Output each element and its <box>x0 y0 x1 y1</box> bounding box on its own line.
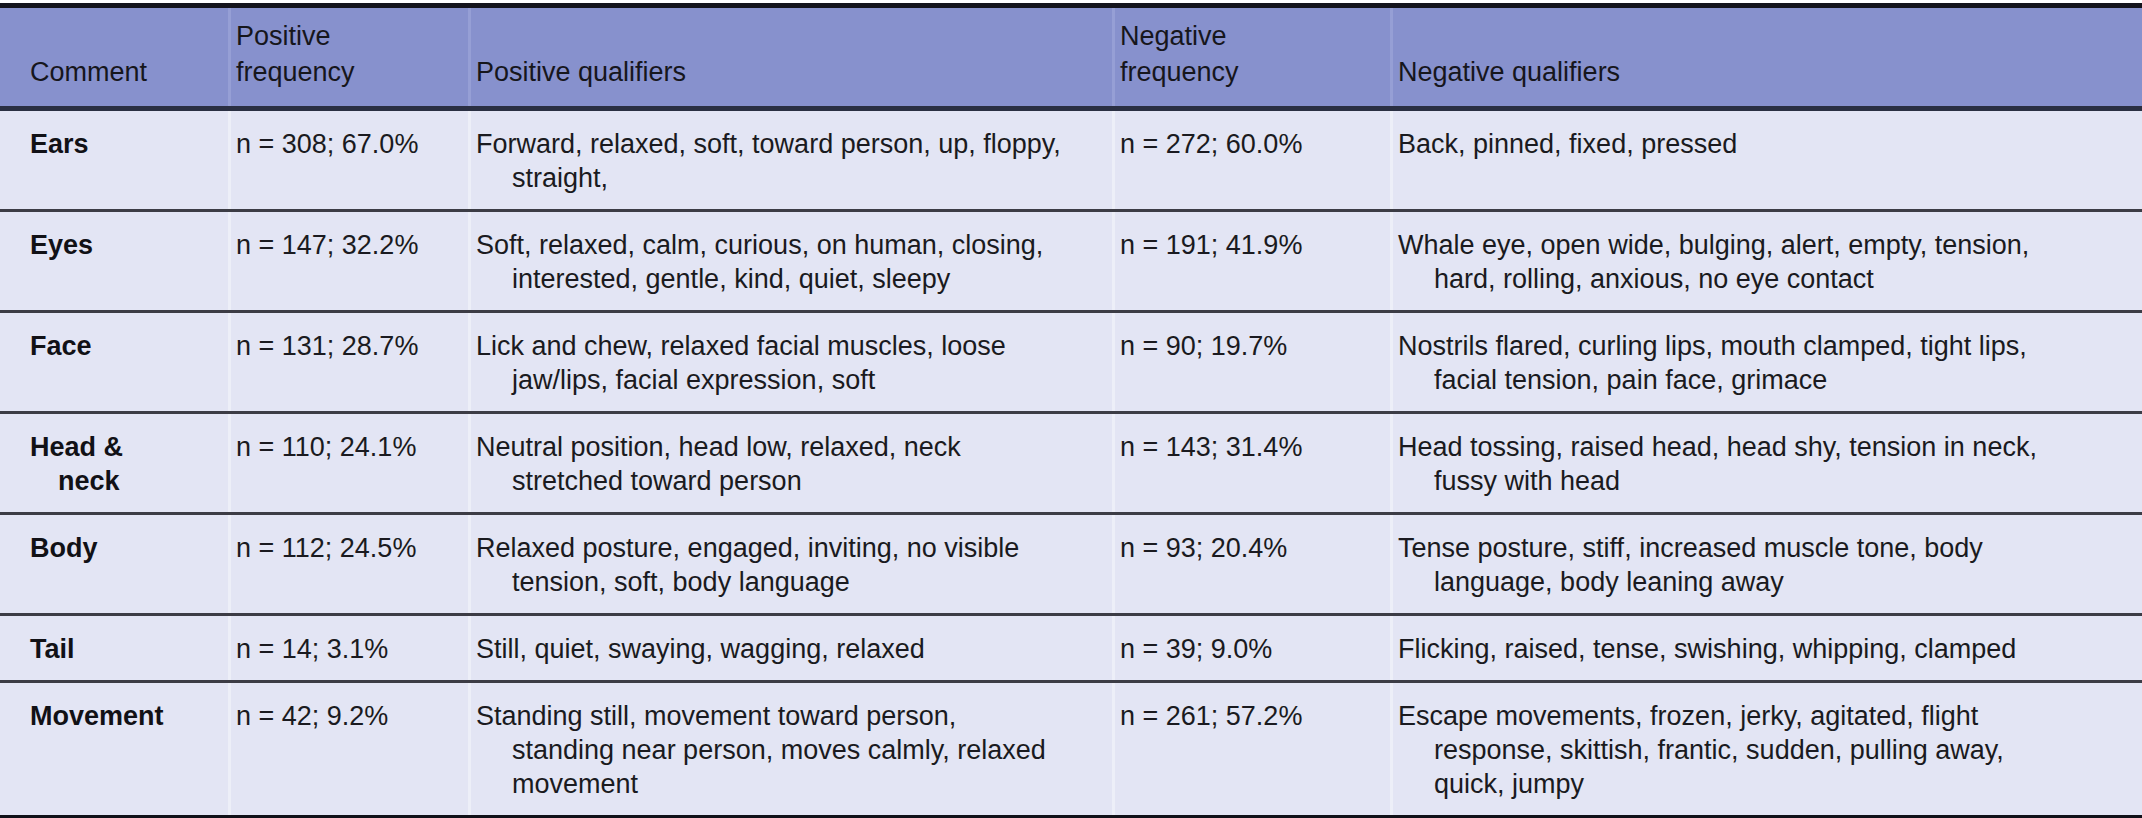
table-row: Bodyn = 112; 24.5%Relaxed posture, engag… <box>0 512 2142 613</box>
negative-frequency-cell: n = 90; 19.7% <box>1112 313 1390 411</box>
positive-frequency-cell: n = 42; 9.2% <box>228 683 468 815</box>
col-header-negative-frequency: Negative frequency <box>1112 8 1390 106</box>
comment-cell: Ears <box>0 111 228 209</box>
comment-cell: Face <box>0 313 228 411</box>
positive-qualifiers-cell: Relaxed posture, engaged, inviting, no v… <box>468 515 1112 613</box>
positive-qualifiers-cell: Soft, relaxed, calm, curious, on human, … <box>468 212 1112 310</box>
table-row: Movementn = 42; 9.2%Standing still, move… <box>0 680 2142 815</box>
negative-frequency-cell: n = 191; 41.9% <box>1112 212 1390 310</box>
negative-qualifiers-cell: Escape movements, frozen, jerky, agitate… <box>1390 683 2142 815</box>
positive-qualifiers-cell: Standing still, movement toward person, … <box>468 683 1112 815</box>
comment-cell: Movement <box>0 683 228 815</box>
negative-qualifiers-cell: Tense posture, stiff, increased muscle t… <box>1390 515 2142 613</box>
negative-frequency-cell: n = 39; 9.0% <box>1112 616 1390 680</box>
col-header-positive-frequency: Positive frequency <box>228 8 468 106</box>
negative-qualifiers-cell: Nostrils flared, curling lips, mouth cla… <box>1390 313 2142 411</box>
comment-cell: Eyes <box>0 212 228 310</box>
comment-cell: Head & neck <box>0 414 228 512</box>
positive-frequency-cell: n = 14; 3.1% <box>228 616 468 680</box>
header-row: Comment Positive frequency Positive qual… <box>0 8 2142 111</box>
positive-frequency-cell: n = 147; 32.2% <box>228 212 468 310</box>
negative-frequency-cell: n = 143; 31.4% <box>1112 414 1390 512</box>
positive-frequency-cell: n = 131; 28.7% <box>228 313 468 411</box>
positive-qualifiers-cell: Still, quiet, swaying, wagging, relaxed <box>468 616 1112 680</box>
comment-cell: Tail <box>0 616 228 680</box>
frequency-table: Comment Positive frequency Positive qual… <box>0 3 2142 818</box>
table-row: Head & neckn = 110; 24.1%Neutral positio… <box>0 411 2142 512</box>
negative-qualifiers-cell: Back, pinned, fixed, pressed <box>1390 111 2142 209</box>
page: Comment Positive frequency Positive qual… <box>0 0 2142 818</box>
negative-frequency-cell: n = 261; 57.2% <box>1112 683 1390 815</box>
positive-frequency-cell: n = 110; 24.1% <box>228 414 468 512</box>
negative-qualifiers-cell: Whale eye, open wide, bulging, alert, em… <box>1390 212 2142 310</box>
negative-qualifiers-cell: Flicking, raised, tense, swishing, whipp… <box>1390 616 2142 680</box>
positive-qualifiers-cell: Neutral position, head low, relaxed, nec… <box>468 414 1112 512</box>
comment-cell: Body <box>0 515 228 613</box>
table-row: Earsn = 308; 67.0%Forward, relaxed, soft… <box>0 111 2142 209</box>
positive-qualifiers-cell: Forward, relaxed, soft, toward person, u… <box>468 111 1112 209</box>
table-row: Tailn = 14; 3.1%Still, quiet, swaying, w… <box>0 613 2142 680</box>
negative-frequency-cell: n = 272; 60.0% <box>1112 111 1390 209</box>
col-header-positive-qualifiers: Positive qualifiers <box>468 8 1112 106</box>
table-row: Eyesn = 147; 32.2%Soft, relaxed, calm, c… <box>0 209 2142 310</box>
table-row: Facen = 131; 28.7%Lick and chew, relaxed… <box>0 310 2142 411</box>
table-body: Earsn = 308; 67.0%Forward, relaxed, soft… <box>0 111 2142 815</box>
negative-qualifiers-cell: Head tossing, raised head, head shy, ten… <box>1390 414 2142 512</box>
col-header-comment: Comment <box>0 8 228 106</box>
positive-frequency-cell: n = 308; 67.0% <box>228 111 468 209</box>
positive-frequency-cell: n = 112; 24.5% <box>228 515 468 613</box>
negative-frequency-cell: n = 93; 20.4% <box>1112 515 1390 613</box>
positive-qualifiers-cell: Lick and chew, relaxed facial muscles, l… <box>468 313 1112 411</box>
col-header-negative-qualifiers: Negative qualifiers <box>1390 8 2142 106</box>
